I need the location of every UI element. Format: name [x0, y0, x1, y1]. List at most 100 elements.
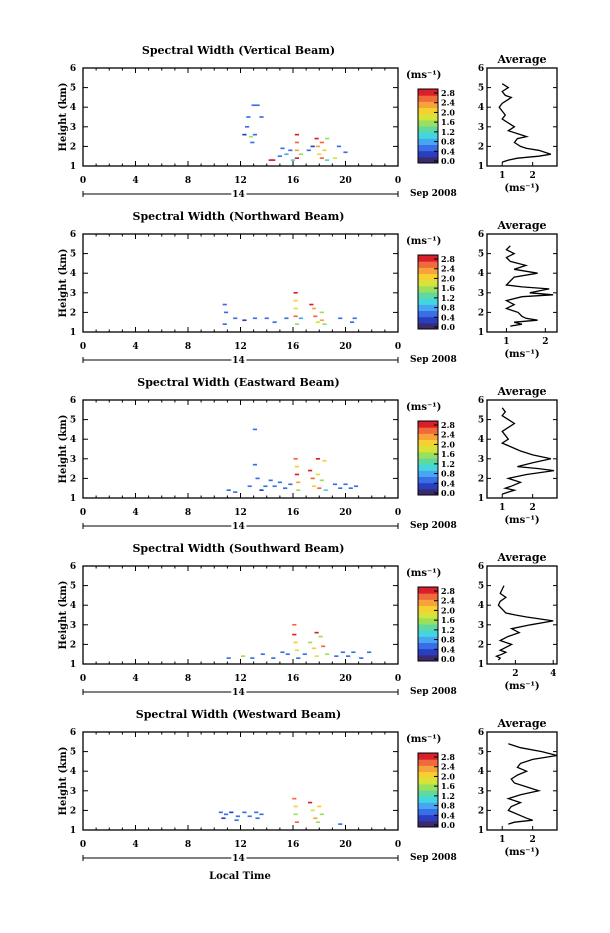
profile-y-tick-label: 3	[478, 621, 484, 631]
colorbar-swatch	[418, 439, 438, 447]
data-cell	[317, 487, 322, 490]
data-cell	[259, 489, 264, 491]
profile-frame	[486, 731, 558, 831]
data-cell	[294, 649, 300, 652]
x-tick-label: 0	[395, 674, 401, 684]
y-tick-label: 5	[70, 582, 76, 592]
colorbar-tick-label: 2.8	[441, 88, 455, 98]
profile-line	[500, 407, 555, 495]
data-cell	[221, 817, 226, 820]
data-cell	[321, 645, 326, 648]
colorbar-swatch	[418, 279, 438, 287]
colorbar-swatch	[418, 820, 438, 828]
data-cell	[323, 489, 328, 491]
data-cell	[302, 653, 307, 656]
data-cell	[268, 159, 273, 161]
colorbar-tick-label: 2.4	[441, 762, 455, 772]
panel-4: Spectral Width (Southward Beam)0 4 8 12 16 20…	[58, 542, 558, 700]
data-cell	[226, 657, 231, 659]
date-label: Sep 2008	[410, 355, 457, 365]
data-cell	[319, 319, 324, 322]
y-axis-label: Height (km)	[58, 415, 69, 484]
colorbar-swatch	[418, 255, 438, 262]
colorbar-tick-label: 1.6	[441, 781, 455, 791]
y-tick-label: 3	[70, 455, 76, 465]
profile-line	[504, 245, 554, 327]
colorbar-swatch	[418, 814, 438, 822]
data-cell	[340, 651, 345, 654]
x-tick-label: 20	[339, 508, 352, 518]
profile-line	[494, 585, 554, 661]
data-cell	[255, 104, 260, 107]
data-cell	[359, 657, 364, 659]
data-cell	[223, 311, 229, 314]
data-cell	[317, 153, 322, 156]
data-cell	[319, 813, 324, 816]
profile-y-tick-label: 3	[478, 123, 484, 133]
profile-x-tick-label: 1	[499, 503, 505, 513]
colorbar-tick-label: 0.0	[441, 820, 455, 830]
date-day-label: 14	[232, 190, 245, 200]
y-tick-label: 2	[70, 308, 76, 318]
colorbar-swatch	[418, 138, 438, 145]
colorbar-frame	[417, 420, 439, 496]
y-tick-label: 4	[70, 601, 76, 611]
data-cell	[367, 651, 372, 654]
colorbar-swatch	[418, 488, 438, 496]
y-tick-label: 6	[70, 64, 76, 74]
data-cell	[336, 145, 342, 148]
profile-y-tick-label: 5	[478, 748, 484, 758]
data-cell	[222, 323, 227, 325]
colorbar-tick-label: 2.8	[441, 586, 455, 596]
x-tick-label: 20	[339, 342, 352, 352]
x-tick-label: 8	[185, 674, 191, 684]
plot-frame	[82, 731, 399, 831]
profile-y-tick-label: 1	[478, 162, 484, 172]
colorbar-swatch	[418, 107, 438, 115]
colorbar-swatch	[418, 808, 438, 816]
colorbar-frame	[417, 586, 439, 662]
data-cell	[244, 125, 250, 128]
colorbar-tick-label: 2.0	[441, 771, 455, 781]
profile-x-tick-label: 1	[499, 835, 505, 845]
data-cell	[226, 489, 231, 491]
profile-x-label: (ms⁻¹)	[504, 681, 539, 692]
data-cell	[242, 811, 247, 814]
colorbar-swatch	[418, 599, 438, 606]
profile-y-tick-label: 1	[478, 328, 484, 338]
profile-y-tick-label: 6	[478, 562, 484, 572]
data-cell	[288, 483, 293, 486]
panel-5: Spectral Width (Westward Beam)0 4 8 12 16 20 0…	[58, 708, 558, 866]
colorbar-swatch	[418, 119, 438, 127]
y-tick-label: 3	[70, 289, 76, 299]
colorbar-swatch	[418, 427, 438, 434]
data-cell	[259, 116, 264, 118]
profile-y-tick-label: 4	[478, 269, 484, 279]
x-tick-label: 4	[132, 508, 138, 518]
data-cell	[332, 157, 338, 159]
profile-y-tick-label: 5	[478, 250, 484, 260]
colorbar-tick-label: 2.4	[441, 430, 455, 440]
colorbar-swatch	[418, 421, 438, 428]
date-label: Sep 2008	[410, 189, 457, 199]
colorbar-swatch	[418, 464, 438, 471]
data-cell	[315, 145, 321, 148]
colorbar-swatch	[418, 642, 438, 650]
profile-y-tick-label: 2	[478, 640, 484, 650]
x-tick-label: 0	[80, 176, 86, 186]
colorbar-swatch	[418, 451, 438, 459]
x-tick-label: 16	[287, 840, 300, 850]
panel-2: Spectral Width (Northward Beam)0 4 8 12 16 20…	[58, 210, 558, 368]
x-tick-label: 16	[287, 508, 300, 518]
colorbar-tick-label: 1.2	[441, 293, 455, 303]
colorbar-swatch	[418, 617, 438, 625]
x-tick-label: 8	[185, 342, 191, 352]
profile-y-tick-label: 3	[478, 787, 484, 797]
data-cell	[234, 819, 239, 822]
profile-x-tick-label: 2	[530, 503, 536, 513]
colorbar-swatch	[418, 445, 438, 453]
colorbar-tick-label: 2.0	[441, 273, 455, 283]
y-tick-label: 1	[70, 660, 76, 670]
y-tick-label: 1	[70, 826, 76, 836]
data-cell	[310, 477, 315, 480]
